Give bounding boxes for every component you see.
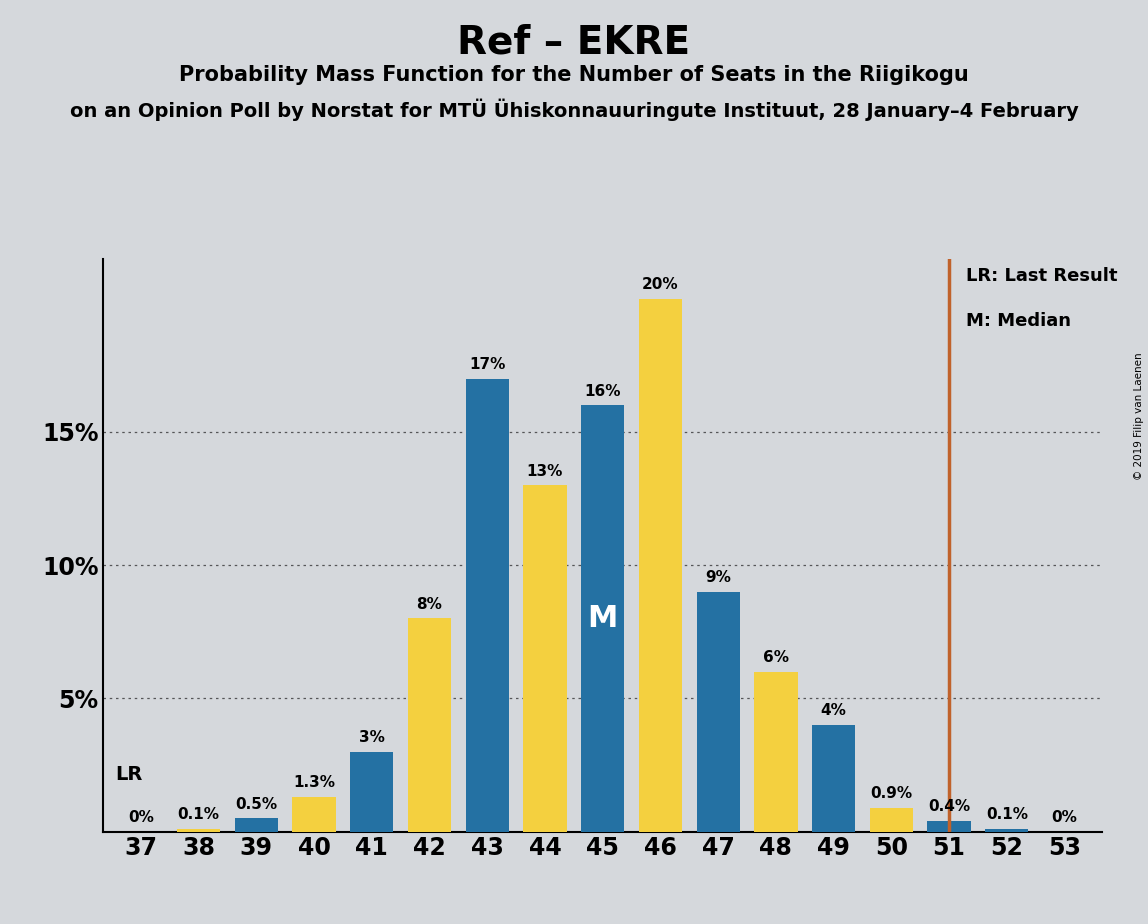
Bar <box>754 672 798 832</box>
Bar <box>812 725 855 832</box>
Bar <box>985 829 1029 832</box>
Text: 1.3%: 1.3% <box>293 775 335 790</box>
Bar <box>350 751 394 832</box>
Text: 16%: 16% <box>584 383 621 398</box>
Bar <box>581 406 625 832</box>
Text: Ref – EKRE: Ref – EKRE <box>457 23 691 61</box>
Text: M: M <box>588 604 618 633</box>
Bar <box>408 618 451 832</box>
Bar <box>234 819 278 832</box>
Text: 6%: 6% <box>763 650 789 665</box>
Text: 0.1%: 0.1% <box>986 808 1027 822</box>
Bar <box>928 821 971 832</box>
Text: © 2019 Filip van Laenen: © 2019 Filip van Laenen <box>1134 352 1143 480</box>
Bar <box>638 298 682 832</box>
Bar <box>697 591 739 832</box>
Text: 0%: 0% <box>127 810 154 825</box>
Bar <box>293 797 335 832</box>
Text: 13%: 13% <box>527 464 564 479</box>
Bar <box>523 485 567 832</box>
Bar <box>466 379 509 832</box>
Text: 17%: 17% <box>470 357 505 372</box>
Text: 0.5%: 0.5% <box>235 796 278 811</box>
Text: LR: Last Result: LR: Last Result <box>967 267 1118 285</box>
Text: Probability Mass Function for the Number of Seats in the Riigikogu: Probability Mass Function for the Number… <box>179 65 969 85</box>
Text: 9%: 9% <box>705 570 731 585</box>
Text: on an Opinion Poll by Norstat for MTÜ Ühiskonnauuringute Instituut, 28 January–4: on an Opinion Poll by Norstat for MTÜ Üh… <box>70 99 1078 121</box>
Text: 4%: 4% <box>821 703 846 718</box>
Text: 0.4%: 0.4% <box>928 799 970 814</box>
Text: 3%: 3% <box>359 730 385 745</box>
Text: 20%: 20% <box>642 277 678 292</box>
Text: LR: LR <box>115 765 142 784</box>
Text: 0.9%: 0.9% <box>870 786 913 801</box>
Text: 0.1%: 0.1% <box>178 808 219 822</box>
Text: M: Median: M: Median <box>967 312 1071 330</box>
Text: 8%: 8% <box>417 597 442 612</box>
Bar <box>870 808 913 832</box>
Bar <box>177 829 220 832</box>
Text: 0%: 0% <box>1052 810 1078 825</box>
